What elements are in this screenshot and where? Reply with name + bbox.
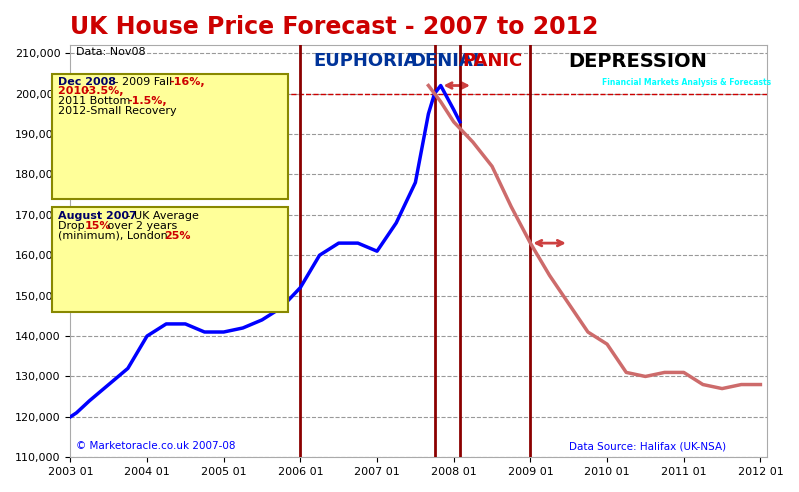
Text: Drop: Drop — [58, 221, 88, 231]
Text: 2012-Small Recovery: 2012-Small Recovery — [58, 106, 176, 116]
Text: Dec 2008: Dec 2008 — [58, 77, 116, 87]
Text: - UK Average: - UK Average — [123, 211, 199, 221]
Text: August 2007: August 2007 — [58, 211, 137, 221]
Text: 2011 Bottom: 2011 Bottom — [58, 96, 137, 106]
Text: EUPHORIA: EUPHORIA — [313, 52, 418, 70]
Text: over 2 years: over 2 years — [104, 221, 177, 231]
Text: -1.5%,: -1.5%, — [128, 96, 168, 106]
Text: UK House Price Forecast - 2007 to 2012: UK House Price Forecast - 2007 to 2012 — [70, 15, 598, 39]
Text: 15%: 15% — [85, 221, 111, 231]
Text: MarketOracle.co.uk: MarketOracle.co.uk — [624, 28, 771, 41]
Text: 2010: 2010 — [58, 87, 92, 96]
Text: Data: Nov08: Data: Nov08 — [77, 47, 146, 57]
Text: 25%: 25% — [165, 231, 191, 241]
Text: -3.5%,: -3.5%, — [85, 87, 124, 96]
Text: © Marketoracle.co.uk 2007-08: © Marketoracle.co.uk 2007-08 — [77, 441, 236, 451]
Text: Financial Markets Analysis & Forecasts: Financial Markets Analysis & Forecasts — [602, 78, 771, 87]
Text: PANIC: PANIC — [462, 52, 523, 70]
Text: DEPRESSION: DEPRESSION — [568, 52, 707, 71]
Text: DENIAL: DENIAL — [411, 52, 485, 70]
Text: - 2009 Fall: - 2009 Fall — [111, 77, 176, 87]
Text: Data Source: Halifax (UK-NSA): Data Source: Halifax (UK-NSA) — [569, 441, 725, 451]
Text: -16%,: -16%, — [169, 77, 205, 87]
Text: (minimum), London: (minimum), London — [58, 231, 171, 241]
